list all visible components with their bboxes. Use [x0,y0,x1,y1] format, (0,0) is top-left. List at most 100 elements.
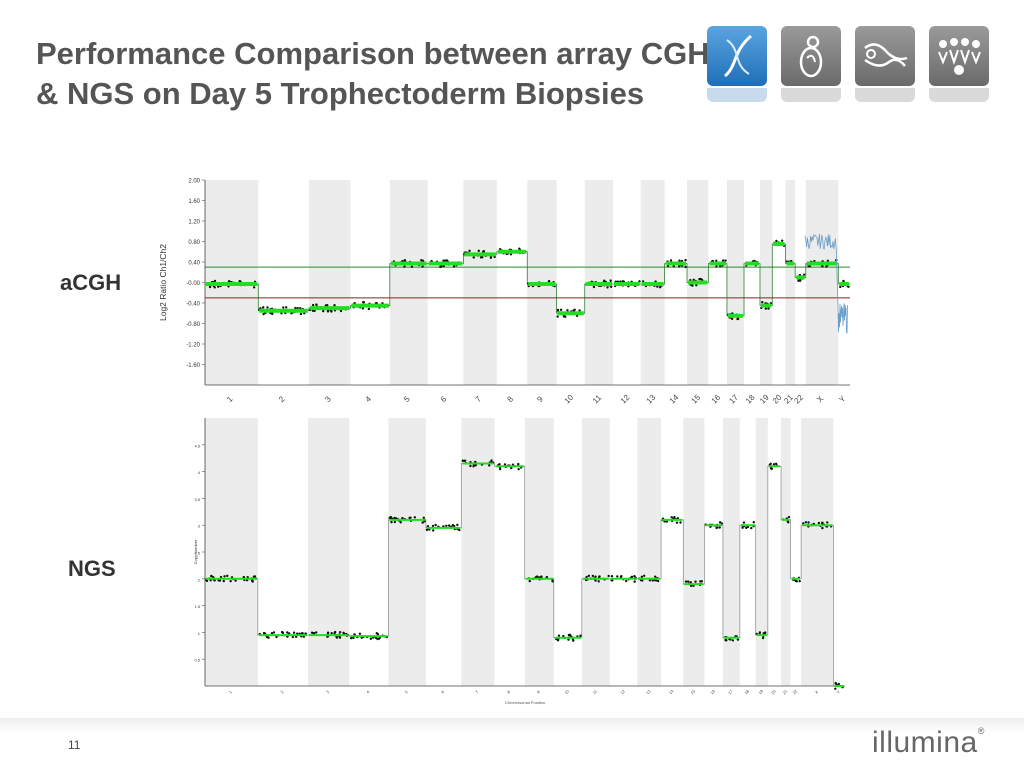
probe-point [443,259,447,262]
probe-point [675,521,679,524]
probe-point [699,580,702,583]
logo-text: illumina [872,726,978,759]
probe-point [452,265,456,268]
x-tick-label: 16 [709,688,716,695]
probe-point [807,521,810,524]
probe-point [579,634,582,637]
probe-point [217,285,220,288]
probe-point [653,575,657,578]
probe-point [787,515,791,519]
probe-point [362,301,365,304]
probe-point [210,574,213,578]
probe-point [591,574,595,578]
probe-point [684,580,688,583]
probe-point [311,309,315,312]
y-tick-label: 3.5 [194,497,200,502]
y-tick-label: -0.00 [186,281,200,287]
probe-point [802,273,806,276]
probe-point [547,279,551,283]
probe-point [692,584,695,588]
probe-point [285,306,288,309]
x-tick-label: 8 [506,689,512,695]
probe-point [267,636,270,639]
probe-point [326,631,330,634]
icon-reflection [707,88,767,102]
y-chromosome-probe-trace [804,233,848,334]
x-tick-label: 6 [440,689,446,695]
x-tick-label: 17 [727,393,740,406]
probe-point [218,579,222,582]
probe-point [594,579,597,582]
probe-point [315,303,318,306]
x-tick-label: 1 [225,394,235,404]
chromosome-band [308,180,351,385]
probe-point [607,574,610,578]
probe-point [322,309,325,313]
probe-point [597,580,600,583]
probe-point [421,265,424,268]
probe-point [434,523,437,527]
y-tick-label: 2.00 [188,179,200,185]
probe-point [721,259,725,262]
y-axis-label: Log2 Ratio Ch1/Ch2 [158,244,168,321]
probe-point [401,516,404,520]
probe-point [578,309,581,312]
probe-point [633,580,636,583]
chromosome-band [801,418,834,686]
x-tick-label: 9 [536,689,542,695]
probe-point [473,460,477,464]
probe-point [311,303,315,307]
x-tick-label: 9 [535,394,545,404]
x-tick-label: 22 [792,393,805,406]
probe-point [585,575,588,579]
probe-point [656,579,660,583]
probe-point [410,265,414,268]
x-tick-label: Y [835,689,841,695]
probe-point [559,308,563,312]
probe-point [821,265,824,268]
x-tick-label: X [815,394,826,405]
probe-point [349,636,353,640]
probe-point [686,580,690,583]
probe-point [684,258,687,262]
x-tick-label: 2 [279,689,285,695]
probe-point [326,303,329,307]
x-tick-label: 8 [506,394,516,404]
probe-point [642,574,646,578]
probe-point [226,574,229,578]
y-tick-label: -1.20 [186,343,200,349]
x-tick-label: 4 [364,394,374,404]
chromosome-band [781,418,791,686]
probe-point [229,579,232,583]
probe-point [731,639,735,642]
cell-icon [855,26,915,86]
probe-point [358,632,362,636]
chromosome-band [759,180,773,385]
probe-point [719,264,722,268]
probe-point [330,310,333,313]
y-tick-label: 1.20 [188,220,200,226]
probe-point [517,467,520,471]
probe-point [275,635,278,639]
probe-point [271,312,274,316]
probe-point [641,280,645,283]
probe-point [562,634,565,638]
x-tick-label: 13 [645,393,658,406]
probe-point [556,639,560,642]
icon-reflection [781,88,841,102]
page-number: 11 [68,738,81,752]
probe-point [594,575,597,578]
probe-point [313,631,316,635]
probe-point [804,521,808,524]
probe-point [670,516,673,519]
probe-point [338,636,342,639]
probe-point [282,306,285,309]
probe-point [609,279,612,282]
chromosome-band [388,418,426,686]
probe-point [234,579,237,582]
probe-point [564,315,567,318]
probe-point [689,581,693,584]
acgh-label: aCGH [60,270,122,295]
probe-point [205,579,209,583]
